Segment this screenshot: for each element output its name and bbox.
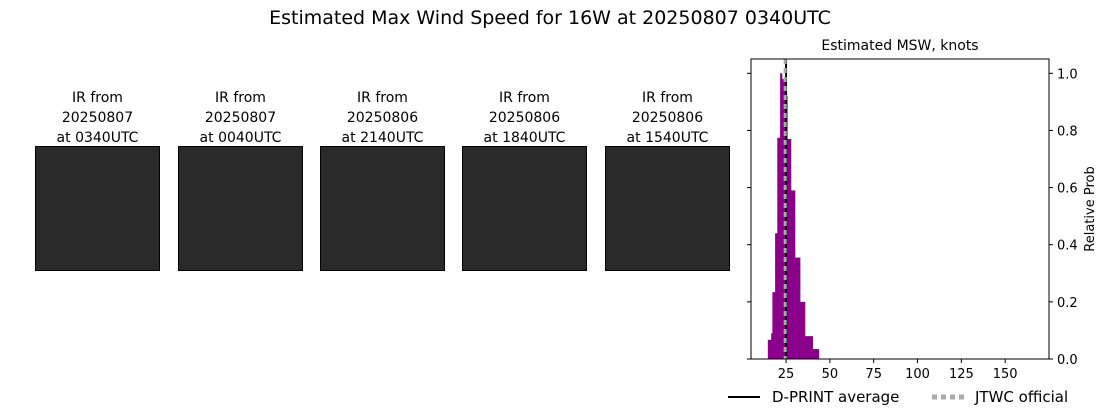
x-tick-label: 50 [822, 367, 839, 382]
x-tick-label: 150 [993, 367, 1018, 382]
ir-satellite-image [605, 146, 730, 271]
histogram-bar [783, 81, 787, 359]
ir-caption-line: IR from [357, 90, 408, 106]
ir-panel: IR from 20250807 at 0340UTC [35, 88, 160, 271]
ir-caption-line: IR from [642, 90, 693, 106]
ir-caption: IR from 20250807 at 0040UTC [178, 88, 303, 146]
ir-caption-line: at 1540UTC [626, 130, 709, 146]
ir-caption-line: IR from [499, 90, 550, 106]
y-tick-label: 0.8 [1057, 124, 1078, 139]
ir-caption-line: 20250806 [631, 110, 704, 126]
y-tick-label: 0.4 [1057, 239, 1078, 254]
histogram-bar [775, 233, 778, 359]
ir-satellite-image [462, 146, 587, 271]
histogram-bar [812, 349, 820, 359]
histogram-bar [794, 257, 801, 359]
legend-dprint-label: D-PRINT average [772, 388, 899, 406]
plot-frame [750, 58, 1050, 360]
histogram-bar [767, 339, 772, 359]
y-axis-label: Relative Prob [1083, 166, 1098, 251]
histogram-bar [777, 137, 781, 359]
histogram-bar [790, 190, 796, 359]
ir-caption-line: 20250807 [61, 110, 134, 126]
ir-caption-line: at 0340UTC [56, 130, 139, 146]
y-tick-label: 0.6 [1057, 182, 1078, 197]
ir-caption-line: at 0040UTC [199, 130, 282, 146]
x-tick-label: 25 [778, 367, 795, 382]
y-tick-label: 0.0 [1057, 353, 1078, 368]
ir-caption-line: at 1840UTC [483, 130, 566, 146]
histogram-bar [800, 301, 806, 359]
ir-caption-line: at 2140UTC [341, 130, 424, 146]
y-tick-label: 1.0 [1057, 67, 1078, 82]
x-tick-label: 75 [865, 367, 882, 382]
ir-caption: IR from 20250807 at 0340UTC [35, 88, 160, 146]
histogram-bar [787, 139, 792, 359]
chart-title: Estimated MSW, knots [821, 38, 978, 54]
ir-satellite-image [178, 146, 303, 271]
ir-satellite-image [320, 146, 445, 271]
legend-jtwc-label: JTWC official [974, 388, 1068, 406]
ir-caption-line: 20250806 [346, 110, 419, 126]
histogram-bar [780, 73, 783, 360]
ir-panel: IR from 20250806 at 2140UTC [320, 88, 445, 271]
ir-panel: IR from 20250806 at 1540UTC [605, 88, 730, 271]
figure-title: Estimated Max Wind Speed for 16W at 2025… [269, 7, 831, 29]
histogram-bar [772, 292, 776, 359]
ir-caption: IR from 20250806 at 2140UTC [320, 88, 445, 146]
ir-caption-line: IR from [215, 90, 266, 106]
x-tick-label: 125 [949, 367, 974, 382]
histogram-bar [782, 79, 784, 359]
ir-caption-line: 20250807 [204, 110, 277, 126]
histogram-bar [771, 333, 773, 359]
ir-caption-line: 20250806 [488, 110, 561, 126]
ir-panel: IR from 20250807 at 0040UTC [178, 88, 303, 271]
x-tick-label: 100 [905, 367, 930, 382]
histogram-bar [804, 336, 814, 359]
ir-caption: IR from 20250806 at 1840UTC [462, 88, 587, 146]
ir-caption-line: IR from [72, 90, 123, 106]
y-tick-label: 0.2 [1057, 296, 1078, 311]
ir-panel: IR from 20250806 at 1840UTC [462, 88, 587, 271]
ir-satellite-image [35, 146, 160, 271]
ir-caption: IR from 20250806 at 1540UTC [605, 88, 730, 146]
